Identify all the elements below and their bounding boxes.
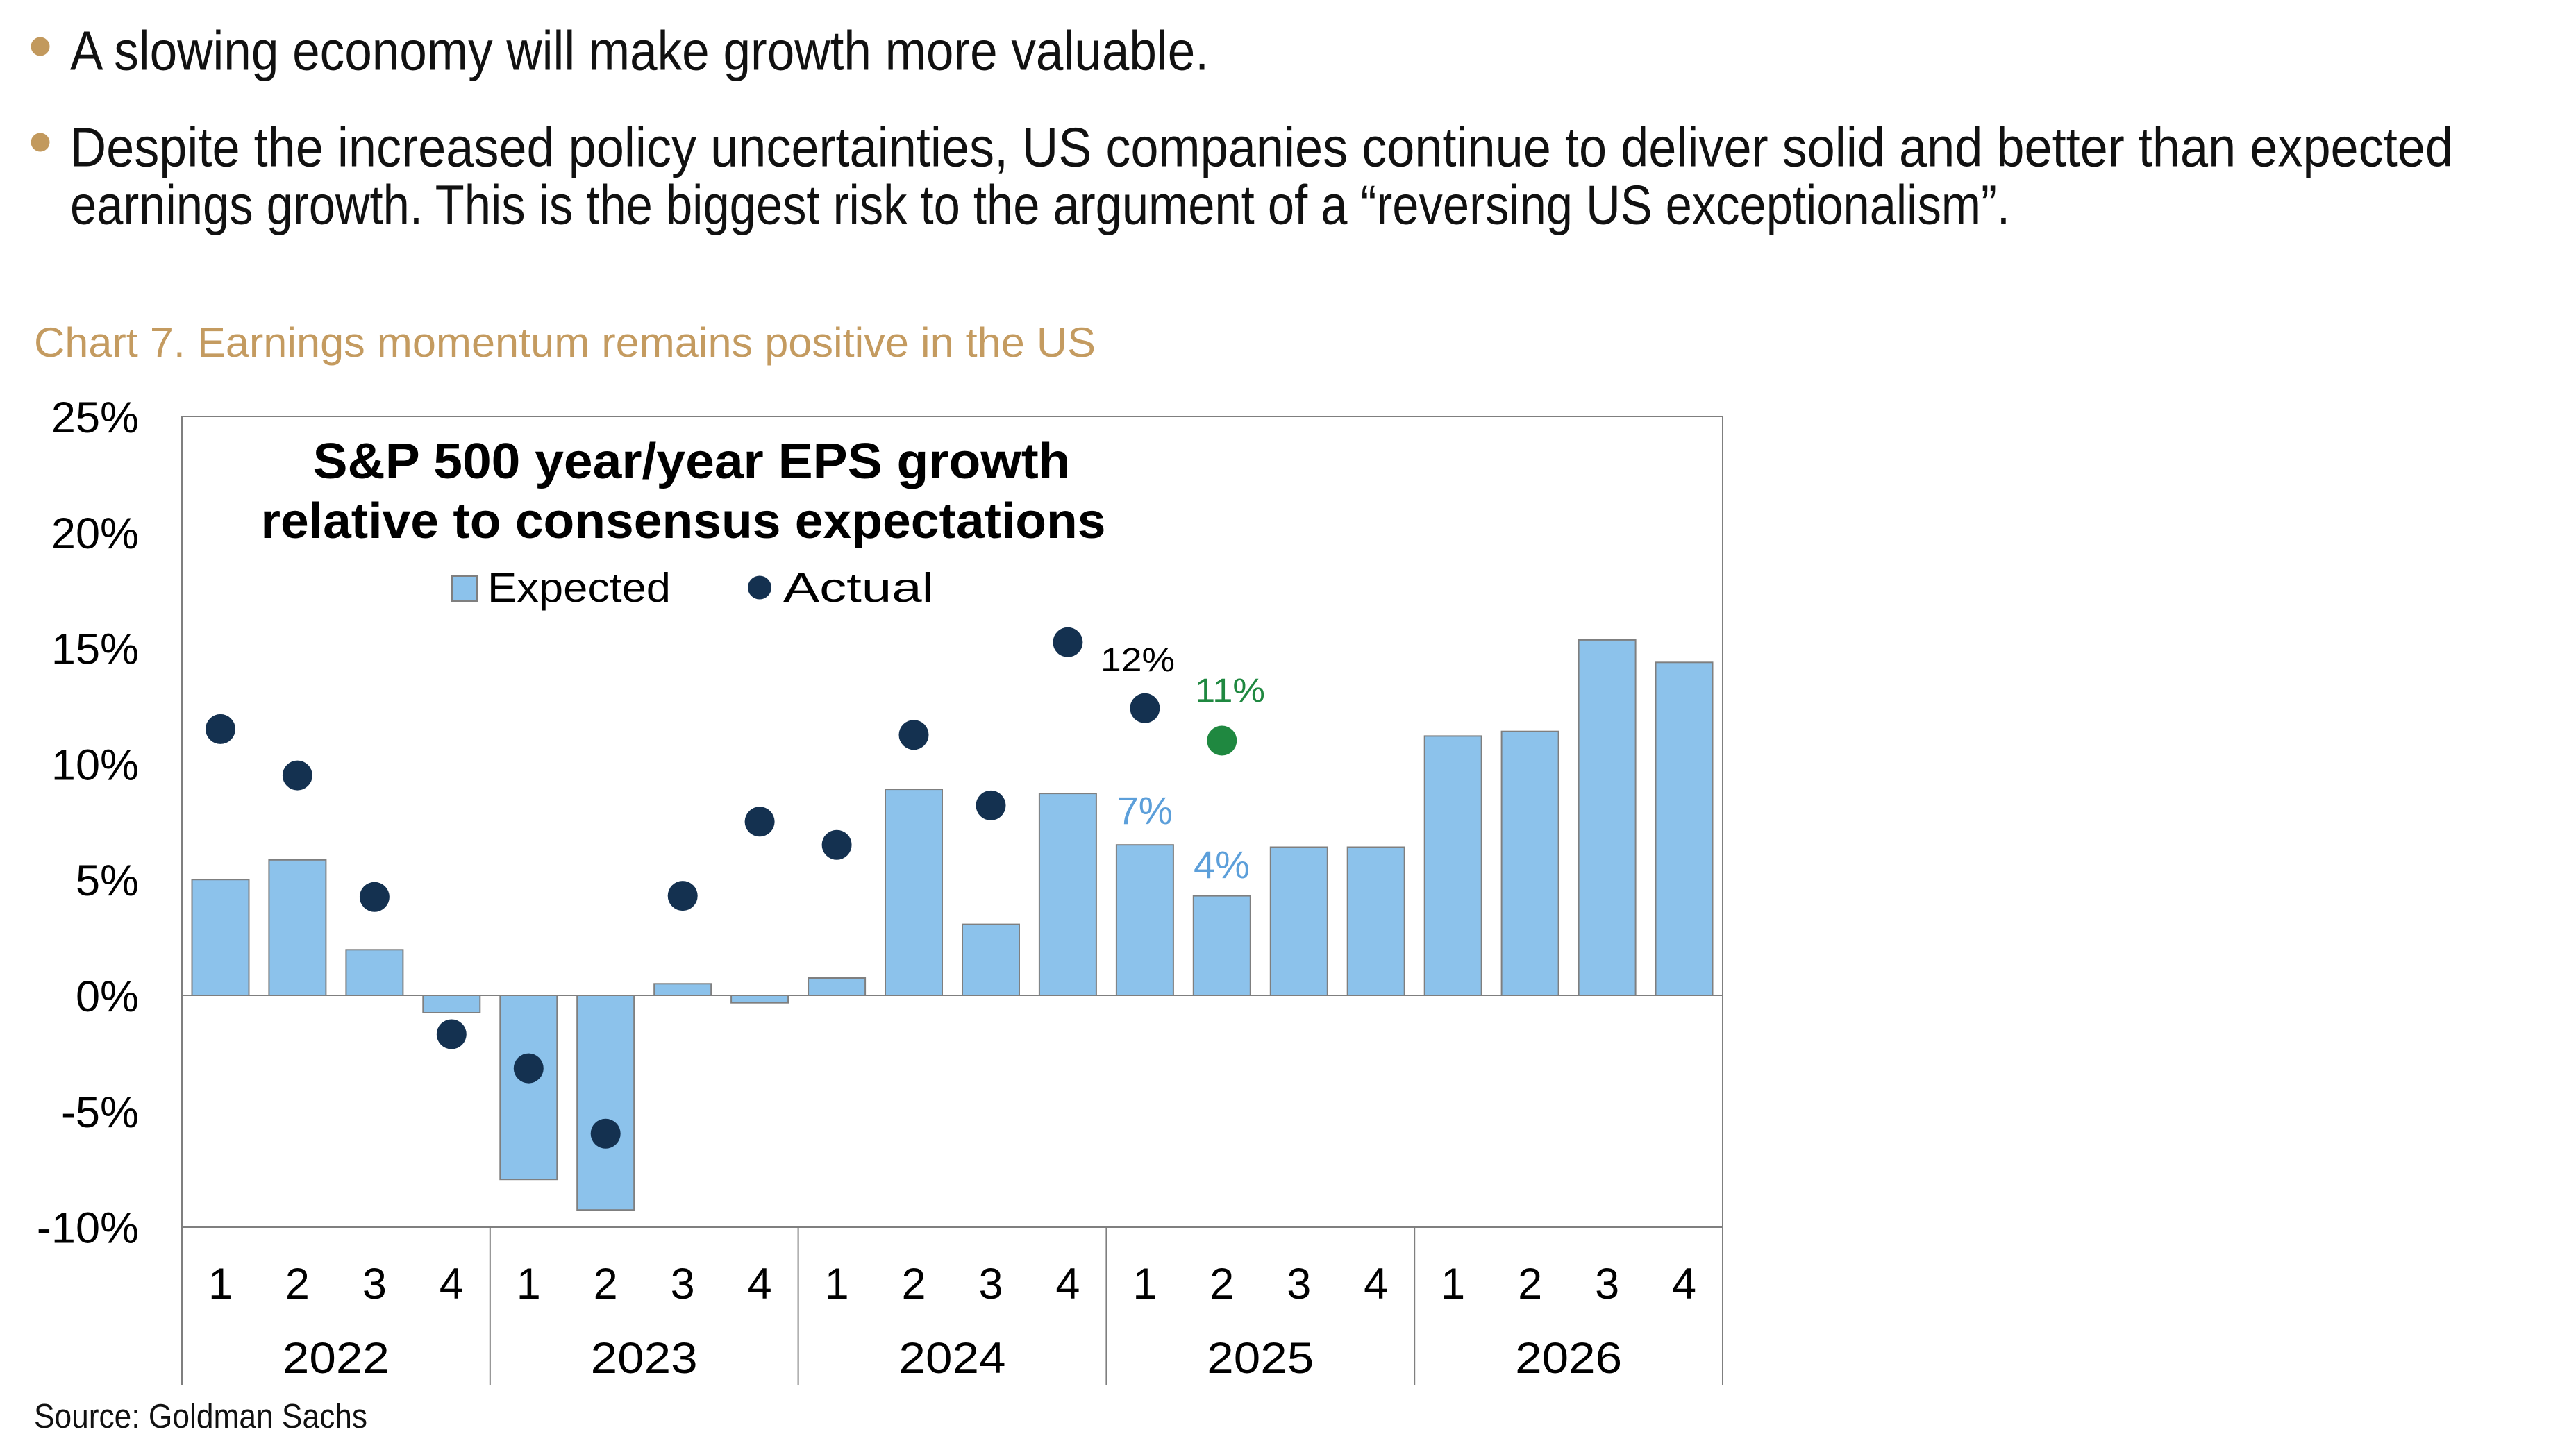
svg-text:4: 4	[748, 1260, 772, 1308]
svg-text:-5%: -5%	[61, 1088, 139, 1137]
svg-text:3: 3	[978, 1260, 1003, 1308]
svg-text:1: 1	[825, 1260, 849, 1308]
svg-text:1: 1	[208, 1260, 233, 1308]
svg-text:0%: 0%	[76, 972, 139, 1021]
svg-text:3: 3	[1595, 1260, 1619, 1308]
svg-text:Despite the increased policy u: Despite the increased policy uncertainti…	[70, 117, 2453, 178]
svg-text:4: 4	[1055, 1260, 1080, 1308]
svg-text:S&P 500 year/year EPS growth: S&P 500 year/year EPS growth	[313, 434, 1071, 489]
svg-text:20%: 20%	[51, 509, 139, 558]
svg-text:4%: 4%	[1194, 843, 1250, 886]
svg-text:2: 2	[285, 1260, 310, 1308]
svg-text:12%: 12%	[1101, 642, 1175, 679]
svg-text:Chart 7. Earnings momentum rem: Chart 7. Earnings momentum remains posit…	[34, 319, 1096, 366]
svg-text:2023: 2023	[591, 1334, 698, 1383]
svg-text:5%: 5%	[76, 857, 139, 905]
svg-text:4: 4	[1364, 1260, 1388, 1308]
svg-text:Source: Goldman Sachs: Source: Goldman Sachs	[34, 1398, 367, 1435]
svg-text:relative to consensus expectat: relative to consensus expectations	[261, 494, 1106, 549]
svg-text:-10%: -10%	[37, 1204, 139, 1253]
svg-text:A slowing economy will make gr: A slowing economy will make growth more …	[70, 20, 1209, 82]
svg-text:1: 1	[1132, 1260, 1157, 1308]
svg-text:2025: 2025	[1207, 1334, 1314, 1383]
svg-text:3: 3	[362, 1260, 387, 1308]
svg-text:11%: 11%	[1195, 673, 1265, 709]
svg-text:Expected: Expected	[487, 565, 671, 611]
svg-text:2: 2	[594, 1260, 618, 1308]
svg-text:1: 1	[517, 1260, 541, 1308]
svg-text:2022: 2022	[283, 1334, 390, 1383]
svg-text:earnings growth. This is the b: earnings growth. This is the biggest ris…	[70, 174, 2010, 236]
svg-text:1: 1	[1441, 1260, 1465, 1308]
svg-text:25%: 25%	[51, 394, 139, 442]
svg-text:7%: 7%	[1117, 789, 1173, 832]
svg-text:2: 2	[1210, 1260, 1234, 1308]
svg-text:3: 3	[671, 1260, 695, 1308]
svg-text:3: 3	[1287, 1260, 1311, 1308]
svg-text:2: 2	[901, 1260, 926, 1308]
svg-text:2: 2	[1518, 1260, 1542, 1308]
svg-text:2024: 2024	[899, 1334, 1006, 1383]
svg-text:Actual: Actual	[783, 565, 934, 611]
svg-text:15%: 15%	[51, 625, 139, 674]
svg-text:2026: 2026	[1515, 1334, 1622, 1383]
svg-text:10%: 10%	[51, 741, 139, 789]
svg-text:4: 4	[440, 1260, 464, 1308]
svg-text:4: 4	[1672, 1260, 1696, 1308]
